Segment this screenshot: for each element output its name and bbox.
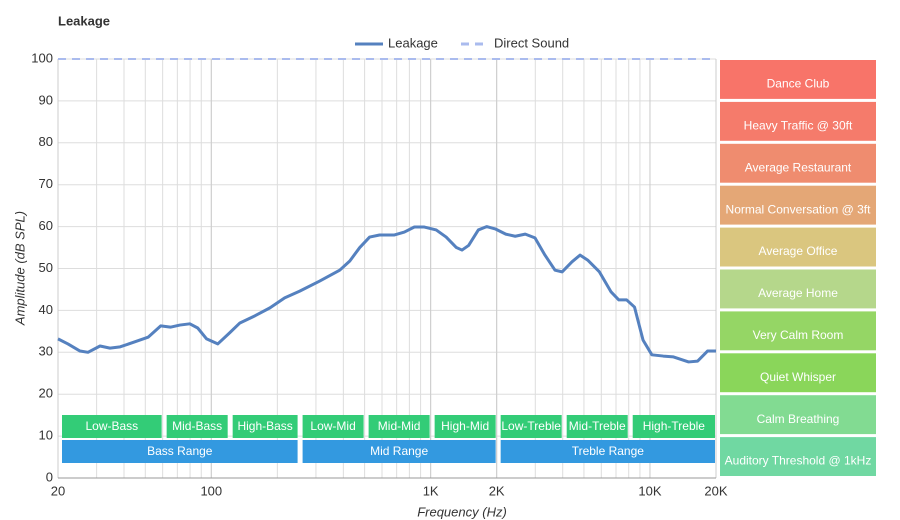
y-tick-label: 70	[39, 176, 53, 191]
band-label: Mid Range	[370, 444, 428, 458]
noise-level-label: Quiet Whisper	[760, 370, 836, 384]
noise-level	[720, 353, 876, 393]
noise-level	[720, 60, 876, 99]
noise-level	[720, 269, 876, 309]
y-axis-label: Amplitude (dB SPL)	[12, 211, 27, 326]
noise-level-label: Heavy Traffic @ 30ft	[744, 119, 853, 133]
y-tick-label: 10	[39, 428, 53, 443]
noise-level	[720, 311, 876, 351]
band	[302, 440, 496, 463]
noise-level-label: Average Restaurant	[745, 160, 852, 174]
noise-level	[720, 143, 876, 183]
chart-title: Leakage	[58, 13, 110, 28]
band-label: Low-Treble	[501, 419, 561, 433]
noise-level-label: Average Office	[759, 244, 838, 258]
noise-level	[720, 227, 876, 267]
band	[166, 415, 228, 438]
y-tick-label: 100	[31, 50, 53, 65]
legend-label: Leakage	[388, 35, 438, 50]
y-tick-label: 20	[39, 386, 53, 401]
y-tick-label: 80	[39, 134, 53, 149]
y-tick-label: 60	[39, 218, 53, 233]
legend-label: Direct Sound	[494, 35, 569, 50]
band-label: Mid-Bass	[172, 419, 222, 433]
x-axis-label: Frequency (Hz)	[417, 504, 507, 519]
x-tick-label: 20K	[704, 483, 727, 498]
band	[62, 440, 298, 463]
x-tick-label: 20	[51, 483, 65, 498]
band-label: High-Treble	[643, 419, 706, 433]
x-tick-label: 10K	[638, 483, 661, 498]
y-tick-label: 50	[39, 260, 53, 275]
band	[302, 415, 364, 438]
noise-level-label: Normal Conversation @ 3ft	[726, 202, 872, 216]
band-label: High-Mid	[441, 419, 489, 433]
x-tick-label: 1K	[423, 483, 439, 498]
band	[62, 415, 162, 438]
band	[500, 415, 562, 438]
band-label: Mid-Mid	[378, 419, 421, 433]
band-label: Treble Range	[572, 444, 645, 458]
noise-level	[720, 101, 876, 141]
noise-level-label: Calm Breathing	[757, 412, 840, 426]
band-label: Low-Bass	[85, 419, 138, 433]
noise-level-label: Average Home	[758, 286, 838, 300]
band-label: Mid-Treble	[569, 419, 626, 433]
band	[500, 440, 715, 463]
band	[566, 415, 628, 438]
series-line	[57, 225, 716, 364]
x-tick-label: 2K	[489, 483, 505, 498]
y-tick-label: 0	[46, 469, 53, 484]
band	[232, 415, 298, 438]
y-tick-label: 40	[39, 302, 53, 317]
y-tick-label: 90	[39, 92, 53, 107]
band-label: High-Bass	[237, 419, 292, 433]
x-tick-label: 100	[200, 483, 222, 498]
noise-level-label: Very Calm Room	[753, 328, 844, 342]
noise-level-label: Dance Club	[767, 77, 830, 91]
band-label: Low-Mid	[310, 419, 355, 433]
noise-level	[720, 185, 876, 225]
band	[368, 415, 430, 438]
noise-level	[720, 395, 876, 435]
band-label: Bass Range	[147, 444, 213, 458]
y-tick-label: 30	[39, 344, 53, 359]
band	[632, 415, 715, 438]
band	[434, 415, 496, 438]
noise-level-label: Auditory Threshold @ 1kHz	[725, 454, 872, 468]
noise-level	[720, 437, 876, 476]
